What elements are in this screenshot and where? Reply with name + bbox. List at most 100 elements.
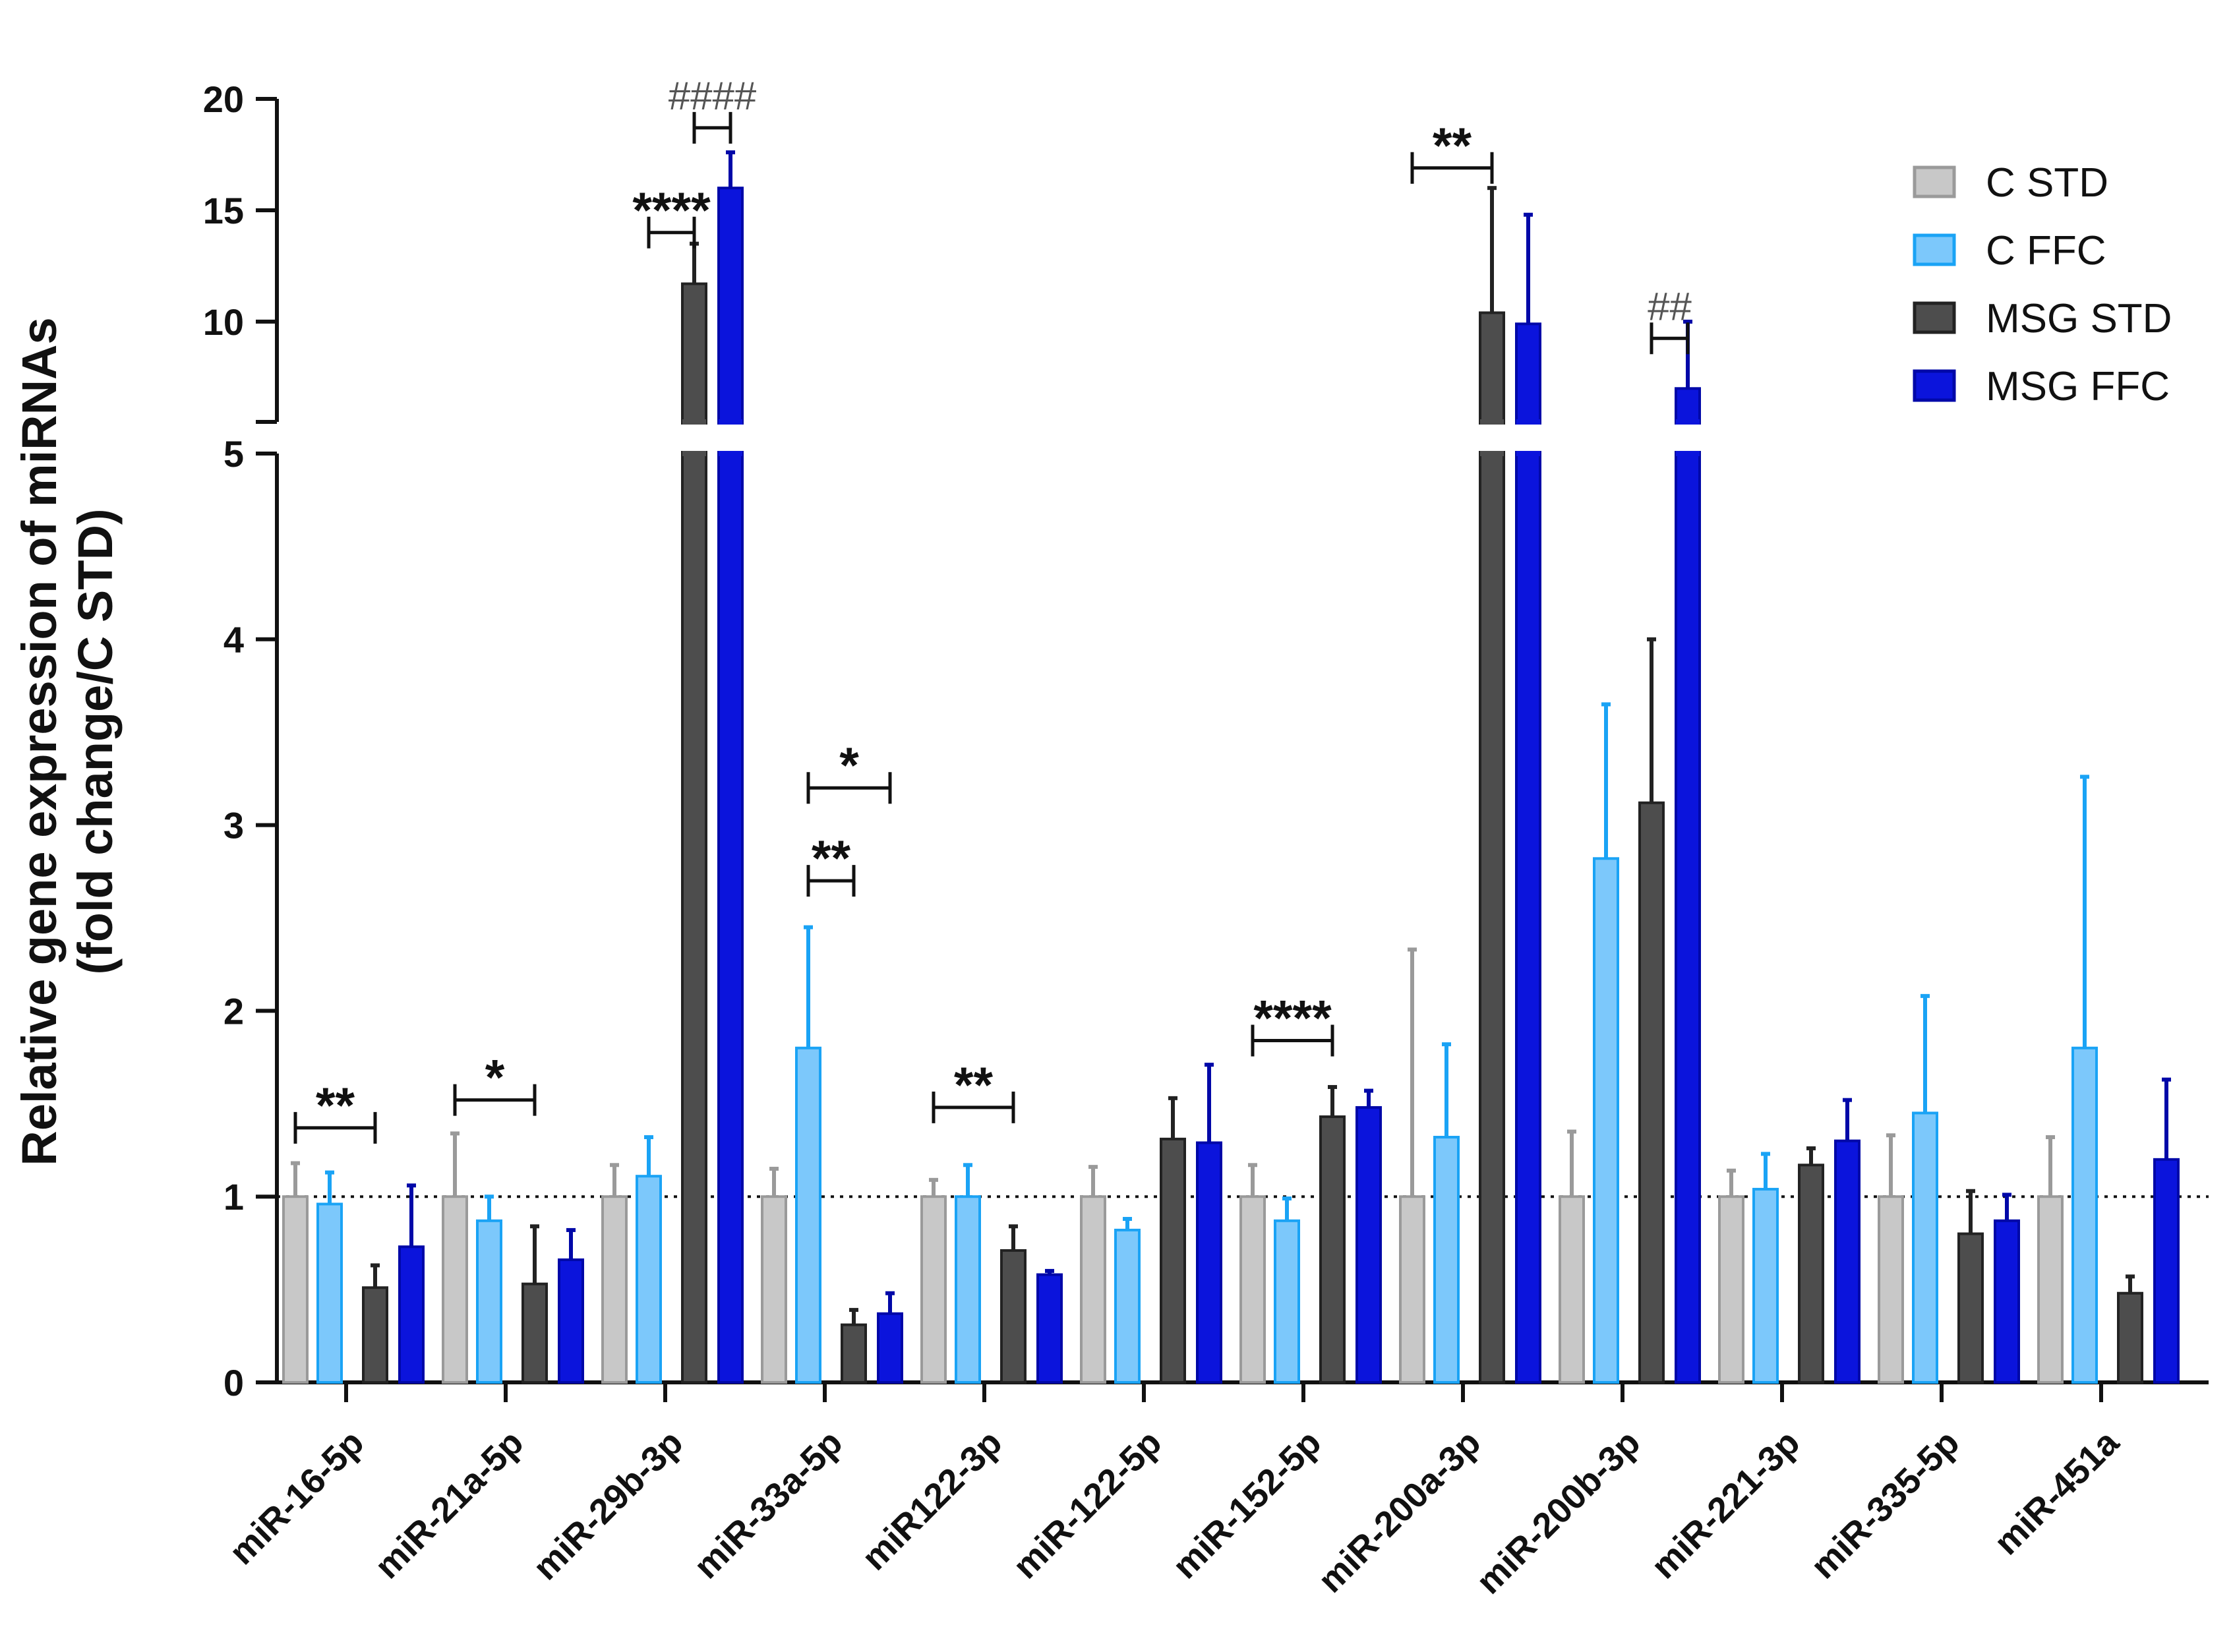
category-label: miR-33a-5p (686, 1423, 850, 1586)
significance-label: ** (1433, 118, 1472, 174)
category-label: miR-200a-3p (1311, 1423, 1489, 1601)
bar-break-edge (719, 451, 742, 456)
legend-swatch (1913, 369, 1956, 402)
legend-label: C STD (1986, 160, 2108, 206)
category-label: miR-16-5p (222, 1423, 371, 1572)
significance-bracket: ** (806, 831, 856, 897)
bar-break-edge (1676, 451, 1700, 456)
bar-break-edge (1516, 451, 1540, 456)
significance-bracket: ## (1648, 284, 1692, 355)
bar-c-std (1878, 1195, 1904, 1384)
bar-msg-ffc (1196, 1141, 1222, 1384)
bar-msg-ffc (558, 1258, 584, 1384)
bar-msg-std (1957, 1232, 1984, 1384)
legend-swatch (1913, 301, 1956, 334)
bar-break-edge (1676, 419, 1700, 425)
significance-label: ## (1648, 284, 1692, 328)
bar-c-ffc (1274, 1219, 1300, 1384)
bar-msg-ffc (398, 1245, 425, 1384)
y-tick-label: 4 (223, 619, 244, 661)
significance-label: ** (812, 831, 851, 887)
bar-c-ffc (1752, 1187, 1779, 1384)
y-tick-label: 20 (203, 78, 244, 120)
category-label: miR-200b-3p (1469, 1423, 1648, 1602)
bar-break-edge (1480, 451, 1504, 456)
bar-msg-std (2117, 1291, 2143, 1384)
significance-label: ** (316, 1078, 355, 1134)
bar-c-std (1080, 1195, 1106, 1384)
bar-c-std (1559, 1195, 1585, 1384)
bar-msg-std (1638, 801, 1665, 1384)
bar-msg-std (841, 1323, 867, 1384)
bar-msg-ffc (1515, 322, 1541, 1384)
bar-msg-std (362, 1286, 388, 1384)
bar-c-std (920, 1195, 947, 1384)
significance-bracket: **** (632, 183, 711, 249)
significance-bracket: * (453, 1050, 537, 1116)
bar-msg-ffc (1834, 1139, 1861, 1384)
bar-msg-std (1000, 1249, 1027, 1384)
bar-break-edge (682, 419, 706, 425)
bar-msg-ffc (1036, 1273, 1063, 1384)
significance-bracket: ** (293, 1078, 377, 1144)
bar-msg-ffc (1355, 1106, 1382, 1384)
y-tick-label: 2 (223, 990, 244, 1032)
bar-msg-ffc (717, 187, 744, 1384)
bar-msg-ffc (877, 1312, 903, 1384)
category-label: miR-122-5p (1005, 1423, 1169, 1586)
y-tick-label: 3 (223, 805, 244, 846)
legend-swatch (1913, 165, 1956, 198)
bar-c-std (1239, 1195, 1266, 1384)
legend-swatch (1913, 233, 1956, 266)
bar-msg-ffc (1675, 387, 1701, 1384)
bars (264, 187, 2222, 1384)
bar-c-ffc (636, 1175, 662, 1384)
y-tick-label: 15 (203, 190, 244, 231)
category-label: miR-29b-3p (525, 1423, 690, 1587)
y-tick-label: 5 (223, 433, 244, 475)
y-ticks: 0 1 2 3 4 5 10 15 20 (203, 78, 277, 1403)
legend-label: MSG FFC (1986, 364, 2170, 409)
bar-c-std (1399, 1195, 1425, 1384)
y-tick-label: 0 (223, 1362, 244, 1403)
bar-msg-std (1479, 311, 1505, 1384)
bar-msg-ffc (1994, 1219, 2020, 1384)
bar-msg-std (1798, 1164, 1824, 1384)
error-bars (291, 150, 2171, 1325)
legend-label: MSG STD (1986, 296, 2172, 341)
bar-msg-std (681, 282, 707, 1384)
significance-label: * (839, 738, 859, 794)
significance-bracket: #### (669, 74, 757, 144)
significance-label: * (485, 1050, 505, 1106)
bar-break-edge (682, 451, 706, 456)
bar-break-edge (719, 419, 742, 425)
category-label: miR-221-3p (1644, 1423, 1807, 1586)
bar-c-ffc (476, 1219, 502, 1384)
y-axis-label-line2: (fold change/C STD) (68, 508, 123, 974)
y-axis-label-line1: Relative gene expression of miRNAs (12, 317, 67, 1165)
y-tick-label: 1 (223, 1176, 244, 1218)
category-label: miR-21a-5p (367, 1423, 531, 1586)
legend-label: C FFC (1986, 228, 2106, 274)
significance-label: #### (669, 74, 757, 118)
category-label: miR-152-5p (1165, 1423, 1328, 1586)
significance-bracket: * (806, 738, 892, 804)
bar-c-std (1718, 1195, 1744, 1384)
bar-c-std (442, 1195, 468, 1384)
bar-msg-ffc (2153, 1158, 2180, 1384)
bar-c-ffc (795, 1046, 821, 1384)
y-tick-label: 10 (203, 301, 244, 343)
significance-label: ** (954, 1057, 994, 1113)
bar-c-ffc (316, 1202, 343, 1384)
bar-msg-std (1160, 1137, 1186, 1384)
category-label: miR-451a (1986, 1422, 2127, 1562)
bar-c-ffc (955, 1195, 981, 1384)
bar-c-ffc (2071, 1046, 2098, 1384)
significance-label: **** (1253, 990, 1332, 1046)
significance-bracket: ** (1410, 118, 1494, 184)
bar-break-edge (1516, 419, 1540, 425)
axis-break-gap (264, 425, 2222, 451)
significance-bracket: **** (1251, 990, 1334, 1057)
bar-c-ffc (1593, 857, 1619, 1384)
